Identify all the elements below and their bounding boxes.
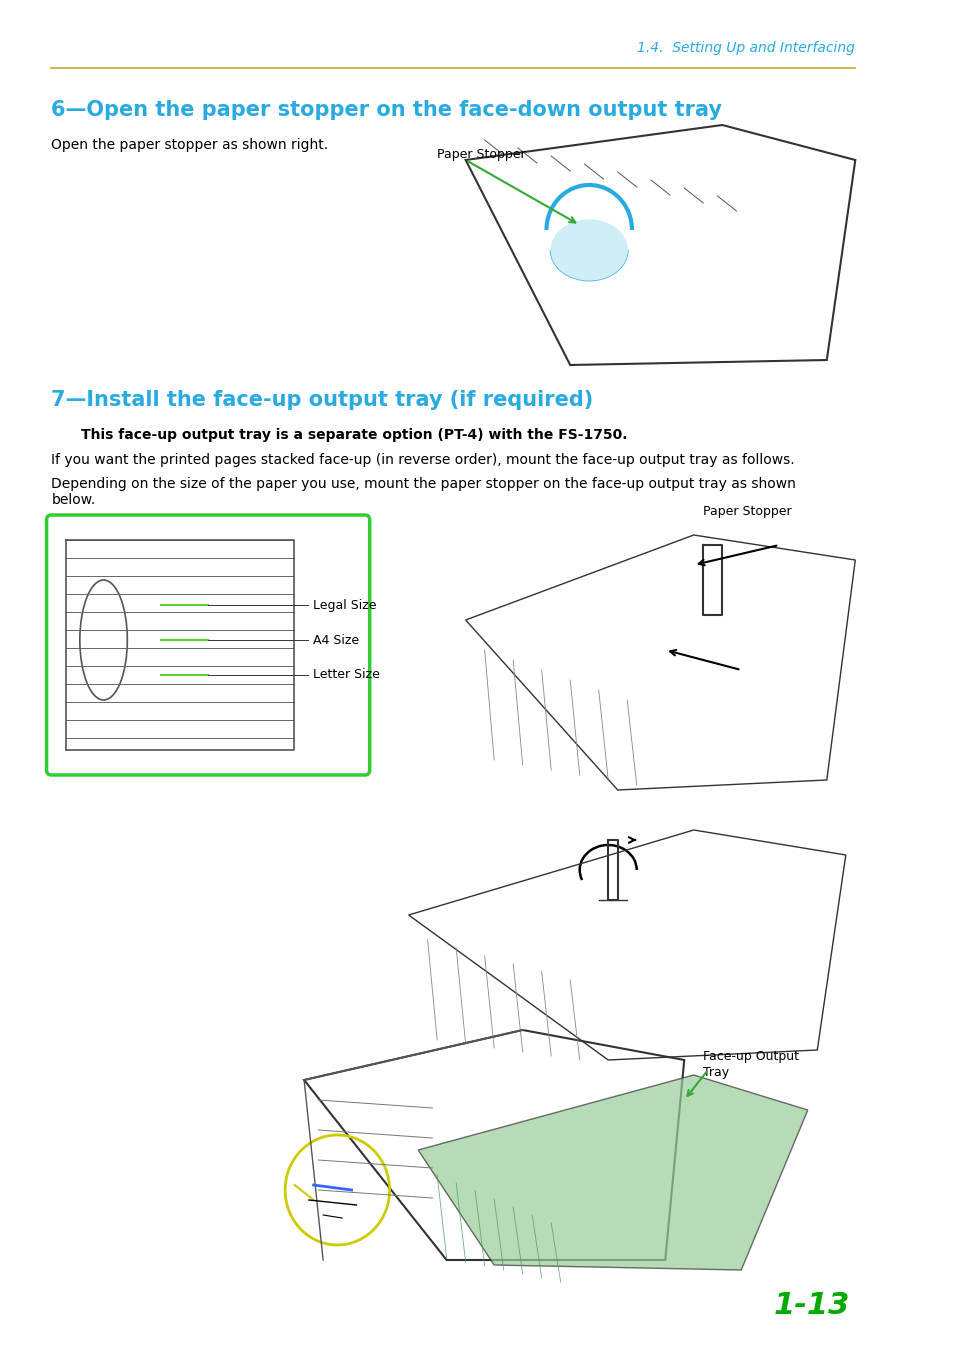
- Text: 1.4.  Setting Up and Interfacing: 1.4. Setting Up and Interfacing: [637, 41, 855, 55]
- Ellipse shape: [551, 220, 626, 280]
- Text: Legal Size: Legal Size: [313, 598, 375, 612]
- Text: Paper Stopper: Paper Stopper: [436, 149, 525, 161]
- Text: 7—Install the face-up output tray (if required): 7—Install the face-up output tray (if re…: [51, 390, 593, 409]
- Text: Letter Size: Letter Size: [313, 669, 379, 681]
- Text: This face-up output tray is a separate option (PT-4) with the FS-1750.: This face-up output tray is a separate o…: [81, 428, 627, 442]
- Text: Depending on the size of the paper you use, mount the paper stopper on the face-: Depending on the size of the paper you u…: [51, 477, 796, 507]
- Polygon shape: [417, 1075, 807, 1270]
- Text: 6—Open the paper stopper on the face-down output tray: 6—Open the paper stopper on the face-dow…: [51, 100, 721, 120]
- Text: Open the paper stopper as shown right.: Open the paper stopper as shown right.: [51, 138, 328, 153]
- FancyBboxPatch shape: [47, 515, 370, 775]
- Text: 1-13: 1-13: [774, 1292, 850, 1320]
- Text: If you want the printed pages stacked face-up (in reverse order), mount the face: If you want the printed pages stacked fa…: [51, 453, 794, 467]
- Text: Paper Stopper: Paper Stopper: [702, 505, 791, 517]
- Text: Face-up Output
Tray: Face-up Output Tray: [702, 1050, 799, 1079]
- Text: A4 Size: A4 Size: [313, 634, 358, 647]
